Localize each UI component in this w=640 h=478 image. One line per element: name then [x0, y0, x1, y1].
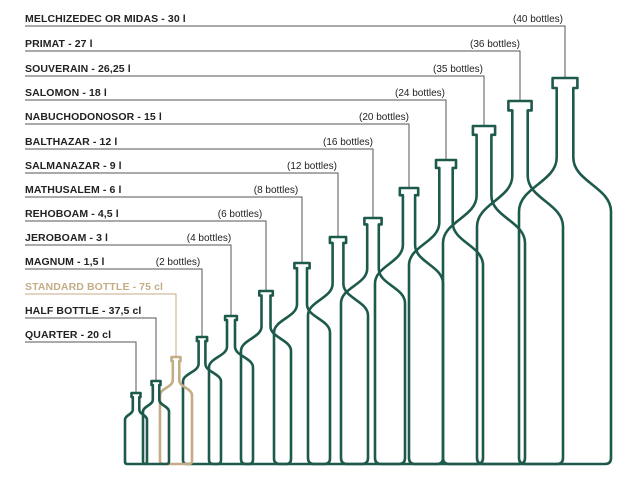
bottle-melchizedec-or-midas — [517, 76, 613, 466]
bottle-count-jeroboam: (4 bottles) — [187, 233, 231, 244]
bottle-label-rehoboam: REHOBOAM - 4,5 l — [25, 208, 119, 220]
bottle-label-nabuchodonosor: NABUCHODONOSOR - 15 l — [25, 111, 162, 123]
bottle-mathusalem — [272, 261, 332, 466]
bottle-label-melchizedec-or-midas: MELCHIZEDEC OR MIDAS - 30 l — [25, 13, 186, 25]
bottle-count-salmanazar: (12 bottles) — [287, 161, 337, 172]
leader-line-quarter — [25, 341, 137, 393]
bottle-shapes — [123, 76, 613, 466]
bottle-salomon — [407, 158, 485, 466]
bottle-label-mathusalem: MATHUSALEM - 6 l — [25, 184, 121, 196]
bottle-salmanazar — [306, 235, 370, 466]
bottle-label-salomon: SALOMON - 18 l — [25, 87, 107, 99]
bottle-label-standard-bottle: STANDARD BOTTLE - 75 cl — [25, 281, 163, 293]
bottle-label-salmanazar: SALMANAZAR - 9 l — [25, 160, 122, 172]
bottle-label-primat: PRIMAT - 27 l — [25, 38, 93, 50]
bottle-label-quarter: QUARTER - 20 cl — [25, 329, 111, 341]
bottle-count-balthazar: (16 bottles) — [323, 137, 373, 148]
leader-line-souverain — [25, 75, 485, 126]
leader-line-rehoboam — [25, 220, 267, 291]
leader-line-salomon — [25, 99, 447, 160]
bottle-nabuchodonosor — [373, 186, 445, 466]
bottle-count-nabuchodonosor: (20 bottles) — [359, 112, 409, 123]
bottle-standard-bottle — [158, 355, 194, 466]
leader-line-primat — [25, 50, 521, 101]
leader-line-mathusalem — [25, 196, 303, 263]
leader-line-salmanazar — [25, 172, 339, 237]
bottle-souverain — [441, 124, 527, 466]
leader-line-half-bottle — [25, 317, 157, 381]
bottle-rehoboam — [239, 289, 293, 466]
leader-line-jeroboam — [25, 244, 232, 316]
leader-line-melchizedec-or-midas — [25, 25, 566, 78]
bottle-primat — [475, 99, 565, 466]
bottle-label-half-bottle: HALF BOTTLE - 37,5 cl — [25, 305, 141, 317]
bottle-magnum — [181, 335, 223, 466]
leader-lines — [25, 25, 566, 393]
bottle-count-magnum: (2 bottles) — [156, 257, 200, 268]
bottle-count-melchizedec-or-midas: (40 bottles) — [513, 14, 563, 25]
bottle-count-primat: (36 bottles) — [470, 39, 520, 50]
bottle-jeroboam — [207, 314, 255, 466]
bottle-label-balthazar: BALTHAZAR - 12 l — [25, 136, 117, 148]
bottle-count-souverain: (35 bottles) — [433, 64, 483, 75]
bottle-quarter — [123, 391, 149, 466]
leader-line-magnum — [25, 268, 203, 337]
bottle-half-bottle — [141, 379, 171, 466]
bottle-balthazar — [339, 216, 407, 466]
leader-line-nabuchodonosor — [25, 123, 410, 188]
bottle-count-salomon: (24 bottles) — [395, 88, 445, 99]
leader-line-standard-bottle — [25, 293, 177, 357]
bottle-label-souverain: SOUVERAIN - 26,25 l — [25, 63, 131, 75]
bottle-labels: MELCHIZEDEC OR MIDAS - 30 l (40 bottles) P… — [25, 13, 563, 341]
leader-line-balthazar — [25, 148, 374, 218]
bottle-count-mathusalem: (8 bottles) — [254, 185, 298, 196]
bottle-label-jeroboam: JEROBOAM - 3 l — [25, 232, 108, 244]
bottle-count-rehoboam: (6 bottles) — [218, 209, 262, 220]
bottle-label-magnum: MAGNUM - 1,5 l — [25, 256, 105, 268]
